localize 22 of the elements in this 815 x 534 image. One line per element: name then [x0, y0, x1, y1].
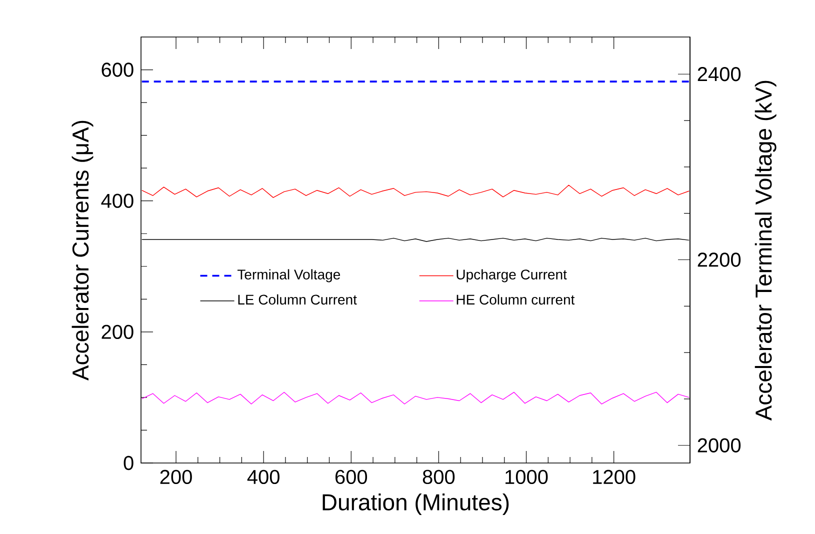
- y2-tick-label: 2400: [698, 67, 741, 82]
- line-series: [142, 184, 690, 198]
- y-tick-label: 600: [102, 62, 134, 77]
- legend-label: Upcharge Current: [456, 269, 567, 282]
- x-tick-label: 1000: [506, 470, 548, 484]
- x-tick-label: 600: [335, 470, 368, 484]
- y2-tick-label: 2200: [698, 252, 741, 267]
- legend-label: Terminal Voltage: [237, 269, 340, 282]
- y-tick-label: 200: [102, 324, 134, 340]
- x-tick-label: 800: [422, 470, 455, 484]
- y-tick-label: 400: [101, 194, 134, 208]
- line-series: [142, 392, 690, 404]
- y-axis-title: Accelerator Currents (μA): [72, 120, 94, 381]
- y2-axis-title: Accelerator Terminal Voltage (kV): [754, 80, 776, 421]
- x-axis-title: Duration (Minutes): [322, 494, 509, 515]
- x-tick-label: 400: [247, 470, 280, 484]
- y2-tick-label: 2000: [698, 438, 741, 452]
- legend-label: HE Column current: [456, 294, 575, 305]
- y-tick-label: 0: [124, 456, 134, 470]
- x-tick-label: 1200: [593, 470, 636, 484]
- legend-label: LE Column Current: [238, 294, 357, 305]
- x-tick-label: 200: [160, 470, 192, 484]
